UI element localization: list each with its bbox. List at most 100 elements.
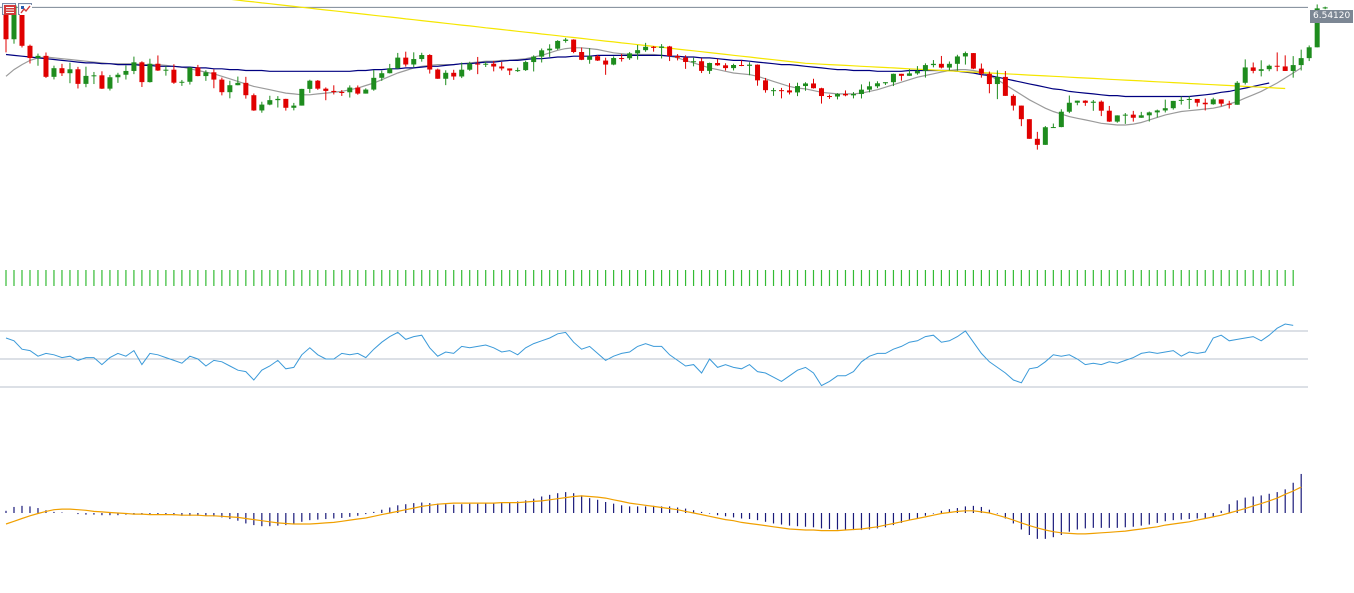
candle — [1122, 113, 1128, 124]
candle — [675, 54, 681, 61]
candle-body — [139, 62, 145, 83]
candle — [715, 58, 721, 66]
candle-body — [707, 62, 713, 71]
candle-body — [195, 67, 201, 77]
candle — [826, 94, 832, 99]
candle-body — [1154, 110, 1160, 113]
candle — [755, 64, 761, 86]
candle-body — [539, 50, 545, 57]
candle-body — [75, 69, 81, 84]
candle-body — [275, 98, 281, 101]
candle-body — [1058, 111, 1064, 128]
candle-body — [763, 80, 769, 91]
moving-averages — [5, 0, 1302, 126]
candle-body — [587, 56, 593, 60]
candle — [898, 73, 904, 81]
candle-body — [1266, 65, 1272, 70]
candle-body — [890, 73, 896, 83]
candle-body — [938, 63, 944, 68]
candle — [1258, 60, 1264, 77]
candle-body — [571, 39, 577, 52]
candle — [1074, 100, 1080, 106]
candle — [499, 61, 505, 71]
candle — [954, 54, 960, 71]
candle — [810, 78, 816, 89]
candle-body — [1234, 82, 1240, 105]
candle — [1202, 98, 1208, 111]
candle-body — [842, 93, 848, 96]
candle — [1082, 100, 1088, 106]
candle — [1178, 96, 1184, 105]
candle-body — [874, 83, 880, 87]
candle — [1002, 71, 1008, 96]
candle — [1282, 55, 1288, 71]
candle — [1194, 98, 1200, 107]
candle-body — [491, 63, 497, 67]
candle-body — [691, 61, 697, 63]
candle-body — [970, 53, 976, 69]
candle — [986, 71, 992, 94]
candle — [83, 66, 89, 88]
candle-body — [1146, 112, 1152, 116]
candle-body — [3, 7, 9, 40]
candle-body — [850, 94, 856, 96]
candle — [1146, 111, 1152, 122]
candle-body — [251, 95, 257, 111]
candle-body — [667, 46, 673, 57]
candle-body — [1178, 99, 1184, 101]
candle — [539, 48, 545, 63]
candle — [179, 79, 185, 86]
candle-body — [1226, 103, 1232, 105]
candle-body — [1122, 114, 1128, 116]
candle — [763, 77, 769, 93]
candle — [491, 60, 497, 72]
candle — [51, 65, 57, 80]
candle-body — [779, 90, 785, 92]
candle — [323, 87, 329, 101]
candle — [1242, 59, 1248, 85]
candle — [651, 46, 657, 52]
candle-body — [643, 46, 649, 51]
candle — [523, 60, 529, 71]
candle-body — [834, 93, 840, 97]
candle-body — [243, 82, 249, 96]
candle — [803, 82, 808, 91]
candle-body — [115, 74, 121, 78]
candle — [1034, 131, 1040, 150]
chart-settings-icon[interactable] — [18, 3, 32, 15]
candle-body — [35, 55, 41, 59]
candle-body — [307, 80, 313, 89]
candle — [1266, 64, 1272, 72]
candle-body — [363, 89, 369, 94]
candle-body — [1194, 98, 1200, 103]
candle — [1010, 94, 1016, 111]
candle-body — [1162, 108, 1168, 111]
candle-body — [467, 63, 473, 70]
candle-body — [651, 46, 657, 48]
candle-body — [163, 69, 169, 71]
candle-body — [427, 55, 433, 70]
candle — [427, 54, 433, 74]
candle-body — [603, 60, 609, 65]
chart-list-icon[interactable] — [2, 3, 16, 15]
candle-body — [123, 70, 129, 75]
candle-body — [986, 73, 992, 85]
chart-toolbar — [2, 3, 32, 15]
candle — [267, 95, 273, 106]
candle — [1098, 100, 1104, 117]
candle-body — [826, 96, 832, 98]
candle — [667, 45, 673, 62]
candle-body — [659, 46, 665, 48]
candle — [627, 52, 633, 60]
candle — [235, 76, 241, 86]
candle-body — [787, 90, 793, 93]
candle — [259, 101, 265, 113]
candle — [451, 69, 457, 80]
candle — [123, 65, 129, 80]
candle-body — [898, 73, 904, 76]
candle — [587, 48, 593, 64]
candle — [818, 87, 824, 104]
candle — [922, 63, 928, 78]
candle-body — [1290, 65, 1296, 71]
candle — [475, 56, 481, 75]
